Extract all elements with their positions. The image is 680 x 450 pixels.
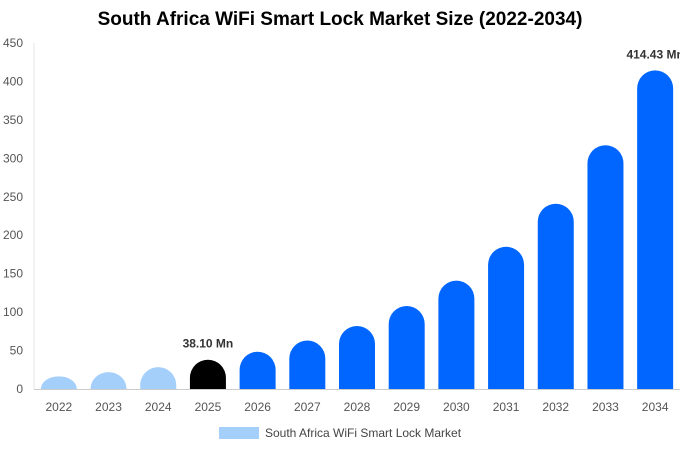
bar <box>90 372 127 389</box>
bar <box>537 203 574 389</box>
bar <box>140 367 177 389</box>
x-tick-label: 2024 <box>145 400 172 414</box>
y-tick-label: 350 <box>3 113 23 127</box>
x-tick-label: 2032 <box>542 400 569 414</box>
y-tick-label: 400 <box>3 74 23 88</box>
bar <box>40 376 77 389</box>
bar <box>388 305 425 389</box>
legend-label: South Africa WiFi Smart Lock Market <box>265 426 462 440</box>
x-tick-label: 2022 <box>45 400 72 414</box>
x-tick-label: 2029 <box>393 400 420 414</box>
bar <box>239 351 276 389</box>
bar <box>637 70 674 390</box>
data-label: 414.43 Mn <box>626 47 680 61</box>
data-label: 38.10 Mn <box>183 337 234 351</box>
bar <box>189 359 226 389</box>
y-tick-label: 450 <box>3 36 23 50</box>
x-tick-label: 2030 <box>443 400 470 414</box>
legend-swatch <box>219 427 259 439</box>
y-tick-label: 150 <box>3 267 23 281</box>
bar <box>438 280 475 389</box>
x-tick-label: 2031 <box>493 400 520 414</box>
y-tick-label: 250 <box>3 190 23 204</box>
legend: South Africa WiFi Smart Lock Market <box>219 425 461 441</box>
y-tick-label: 100 <box>3 305 23 319</box>
x-tick-label: 2025 <box>195 400 222 414</box>
x-tick-label: 2028 <box>344 400 371 414</box>
bar <box>488 246 525 389</box>
x-tick-label: 2027 <box>294 400 321 414</box>
y-tick-label: 0 <box>16 382 23 396</box>
y-tick-label: 200 <box>3 228 23 242</box>
x-tick-label: 2026 <box>244 400 271 414</box>
y-tick-label: 300 <box>3 151 23 165</box>
bar <box>339 325 375 389</box>
chart-title: South Africa WiFi Smart Lock Market Size… <box>97 9 583 30</box>
x-tick-label: 2023 <box>95 400 122 414</box>
bar <box>289 340 326 389</box>
x-tick-label: 2033 <box>592 400 619 414</box>
x-tick-label: 2034 <box>642 400 669 414</box>
y-tick-label: 50 <box>10 344 24 358</box>
bar <box>587 145 624 389</box>
